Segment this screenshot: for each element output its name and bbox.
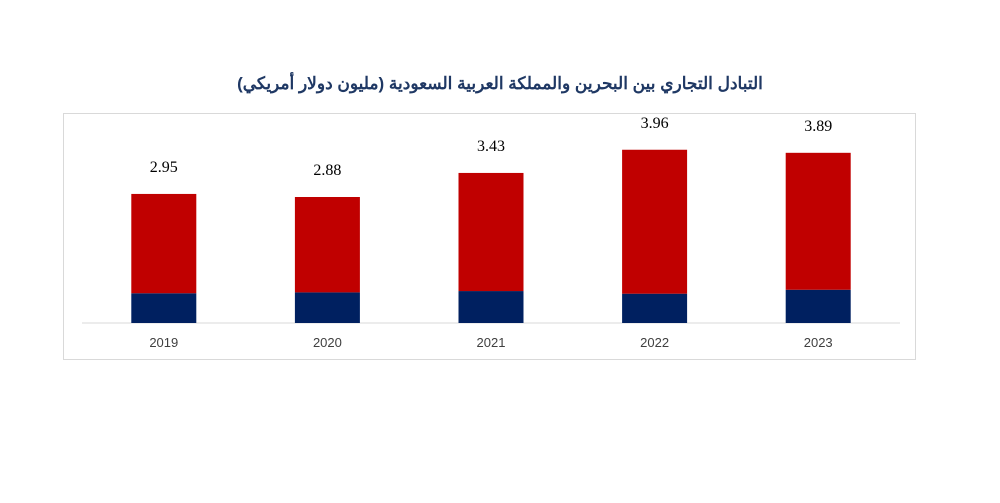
bar-2023-segment-1: [785, 289, 851, 323]
x-tick-label-2019: 2019: [149, 335, 178, 350]
x-tick-label-2022: 2022: [640, 335, 669, 350]
data-label-2019: 2.95: [150, 159, 178, 176]
data-label-2023: 3.89: [804, 118, 832, 135]
bar-2021-segment-1: [458, 291, 524, 323]
data-label-2021: 3.43: [477, 138, 505, 155]
data-label-2022: 3.96: [641, 115, 669, 132]
labels-group: 2.95 2019 2.88 2020 3.43 2021 3.96 2022 3.89 2023: [149, 115, 832, 350]
chart-title: التبادل التجاري بين البحرين والمملكة الع…: [237, 74, 763, 93]
bar-2020-segment-2: [294, 197, 360, 293]
bar-2021-segment-2: [458, 172, 524, 292]
bar-2020-segment-1: [294, 292, 360, 323]
data-label-2020: 2.88: [313, 162, 341, 179]
x-tick-label-2021: 2021: [477, 335, 506, 350]
bar-2019-segment-1: [131, 293, 197, 323]
bar-2023-segment-2: [785, 152, 851, 290]
x-tick-label-2020: 2020: [313, 335, 342, 350]
bar-2022-segment-1: [622, 293, 688, 323]
x-tick-label-2023: 2023: [804, 335, 833, 350]
bar-2022-segment-2: [622, 149, 688, 294]
bars-group: [131, 149, 851, 323]
bar-2019-segment-2: [131, 193, 197, 294]
